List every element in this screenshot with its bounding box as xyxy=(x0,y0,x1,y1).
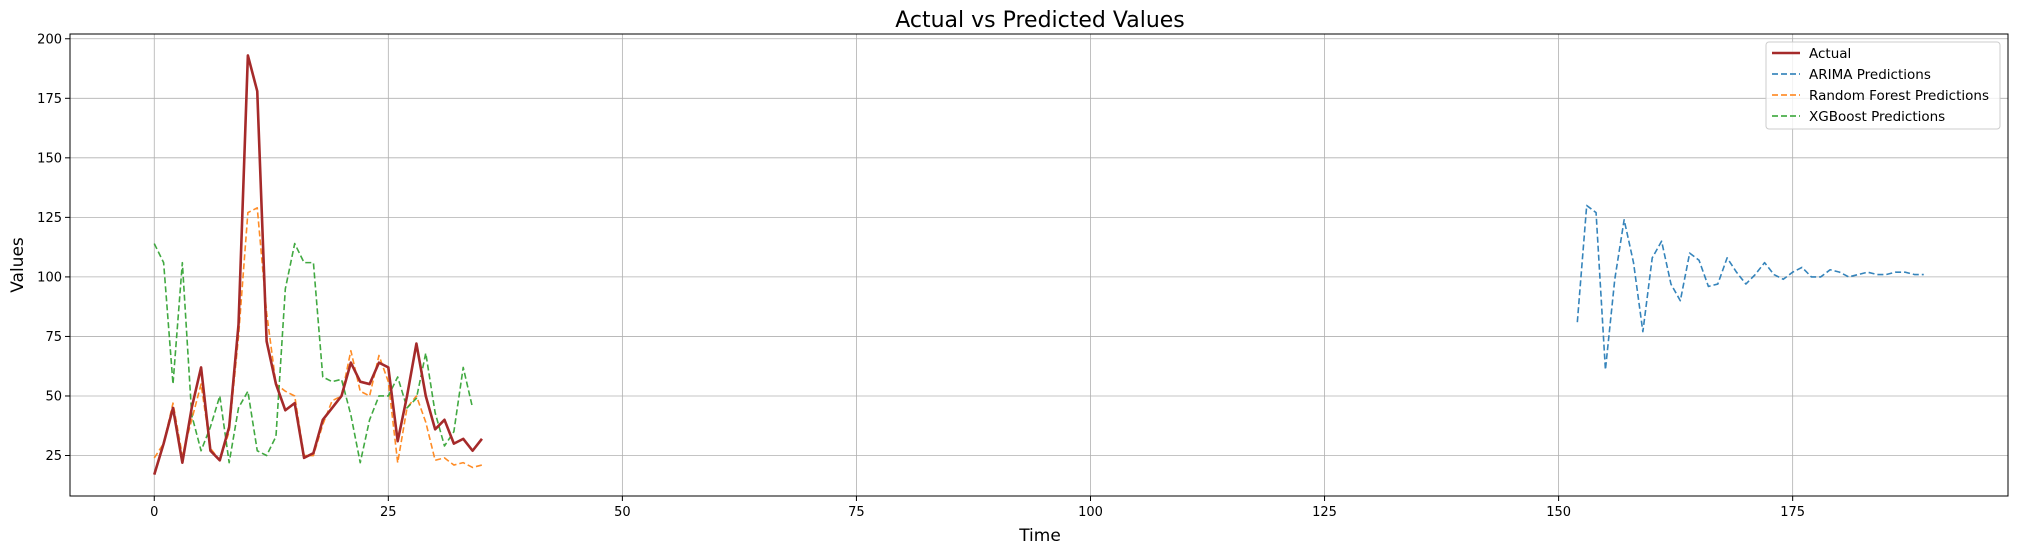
x-tick-label: 175 xyxy=(1780,505,1805,520)
y-tick-label: 175 xyxy=(37,92,62,107)
legend-label-actual: Actual xyxy=(1809,46,1851,62)
plot-frame xyxy=(69,33,2009,497)
series-line-actual xyxy=(153,54,483,475)
y-tick-label: 25 xyxy=(45,449,62,464)
x-axis-label: Time xyxy=(1018,526,1061,546)
y-tick-label: 75 xyxy=(45,330,62,345)
x-tick-label: 50 xyxy=(614,505,631,520)
y-tick-label: 200 xyxy=(37,32,62,47)
y-axis-label: Values xyxy=(8,237,28,293)
series-layer xyxy=(153,54,1924,475)
legend-label-arima: ARIMA Predictions xyxy=(1809,67,1931,83)
y-tick-label: 50 xyxy=(45,389,62,404)
x-tick-label: 25 xyxy=(380,505,397,520)
x-tick-label: 125 xyxy=(1312,505,1337,520)
x-tick-label: 100 xyxy=(1078,505,1103,520)
x-ticks: 0 25 50 75 100 125 150 175 xyxy=(150,496,1805,520)
chart-title: Actual vs Predicted Values xyxy=(895,8,1185,33)
y-ticks: 25 50 75 100 125 150 175 200 xyxy=(37,32,70,464)
y-tick-label: 125 xyxy=(37,211,62,226)
grid xyxy=(70,34,2008,496)
legend-label-random-forest: Random Forest Predictions xyxy=(1809,88,1989,104)
series-line-xgboost-predictions xyxy=(153,242,474,464)
legend: Actual ARIMA Predictions Random Forest P… xyxy=(1765,41,2001,130)
legend-label-xgboost: XGBoost Predictions xyxy=(1809,109,1945,125)
y-tick-label: 150 xyxy=(37,151,62,166)
x-tick-label: 75 xyxy=(848,505,865,520)
y-tick-label: 100 xyxy=(37,270,62,285)
legend-box xyxy=(1765,41,2001,130)
x-tick-label: 150 xyxy=(1546,505,1571,520)
x-tick-label: 0 xyxy=(150,505,158,520)
